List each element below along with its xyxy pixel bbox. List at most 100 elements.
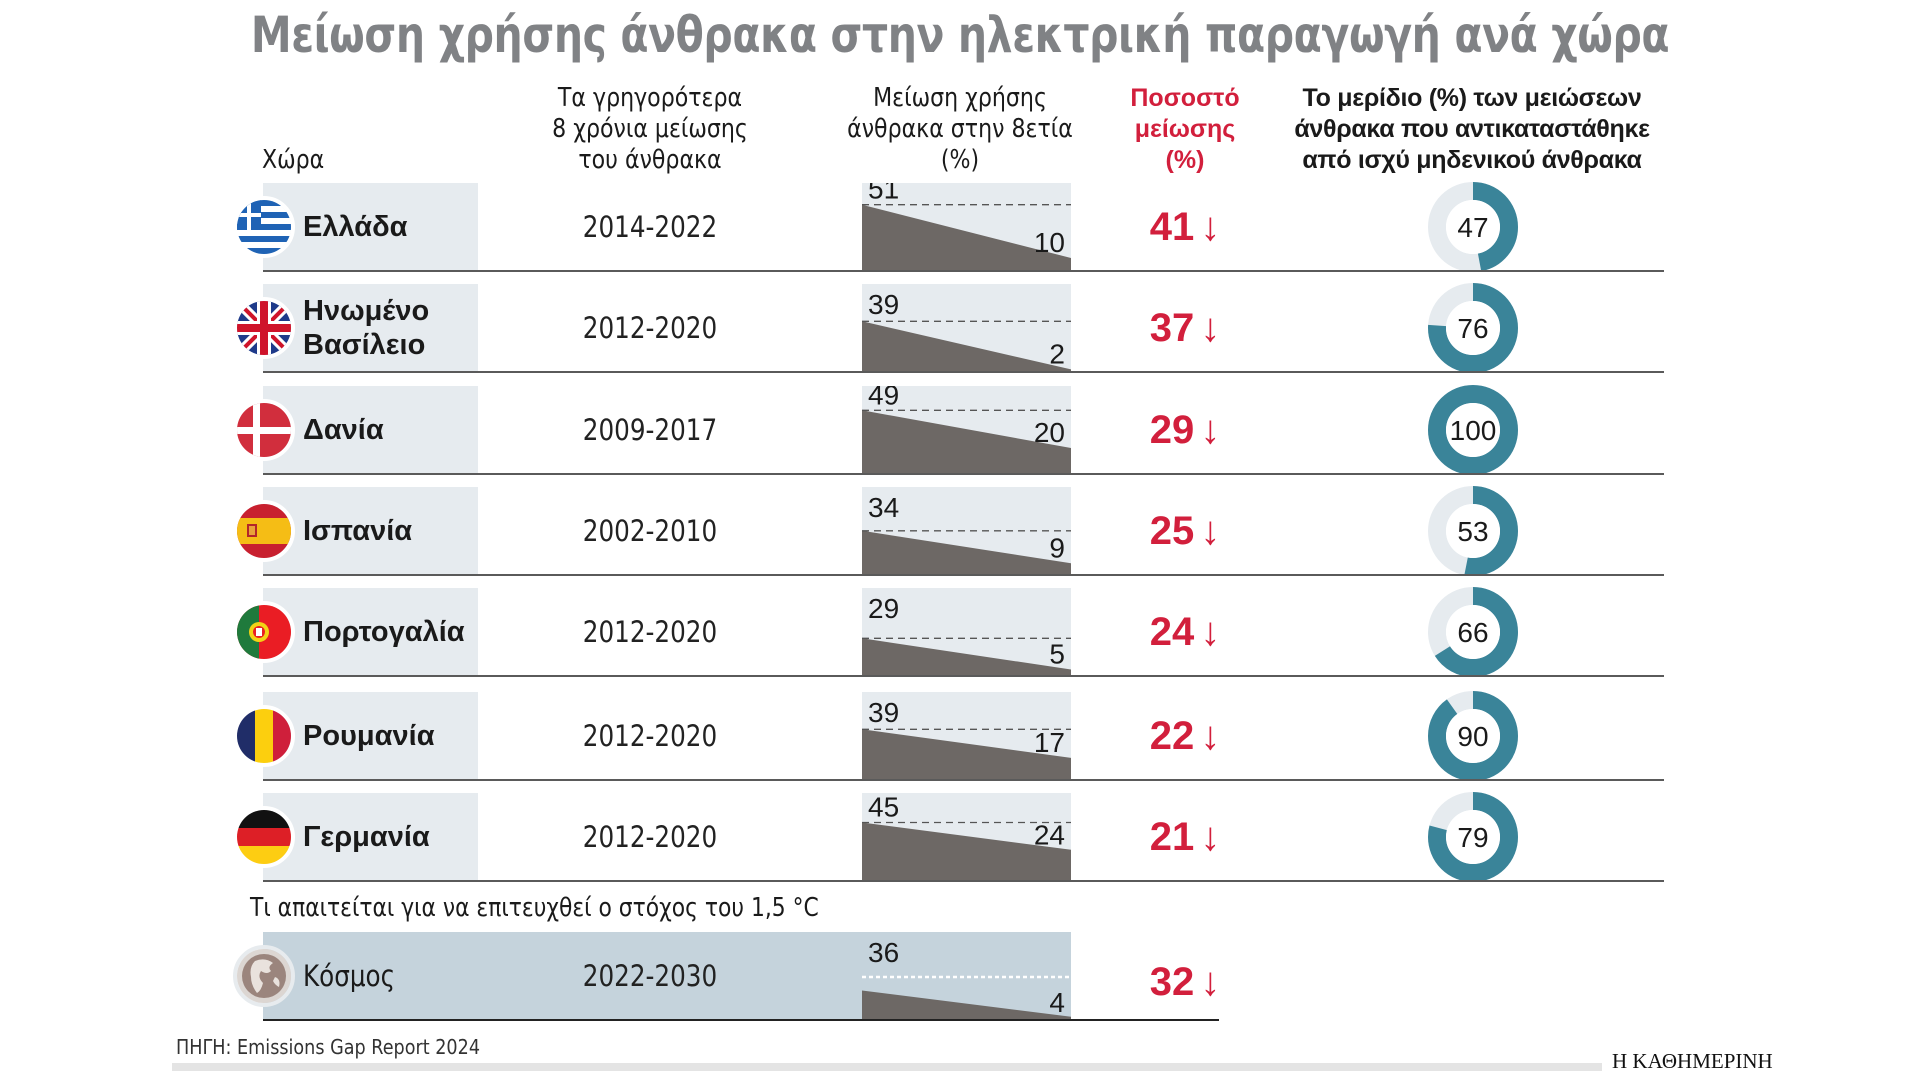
header-decline: Μείωση χρήσης άνθρακα στην 8ετία (%): [824, 83, 1096, 176]
share-donut: 47: [1427, 181, 1519, 273]
donut-arc: [1428, 385, 1518, 475]
table-row: Δανία 2009-2017 49 20 29 ↓ 100: [0, 384, 1920, 487]
donut-hole: [1446, 200, 1500, 254]
decline-area: [862, 204, 1071, 271]
reduction-number: 22: [1149, 713, 1195, 758]
header-reduction-line: Ποσοστό: [1130, 84, 1240, 112]
decline-mini-chart: 51 10: [862, 183, 1071, 271]
table-row: Ελλάδα 2014-2022 51 10 41 ↓ 47: [0, 181, 1920, 284]
start-value-label: 45: [868, 793, 899, 823]
donut-value-label: 47: [1457, 212, 1488, 243]
arrow-down-icon: ↓: [1200, 204, 1221, 249]
table-row: Γερμανία 2012-2020 45 24 21 ↓ 79: [0, 791, 1920, 894]
arrow-down-icon: ↓: [1200, 814, 1221, 859]
reduction-number: 37: [1149, 305, 1195, 350]
reduction-value: 32 ↓: [1110, 938, 1260, 1026]
header-period-line: 8 χρόνια μείωσης: [552, 114, 748, 144]
arrow-down-icon: ↓: [1200, 609, 1221, 654]
share-donut: 90: [1427, 690, 1519, 782]
donut-hole: [1446, 709, 1500, 763]
share-donut: 79: [1427, 791, 1519, 883]
donut-hole: [1446, 810, 1500, 864]
donut-value-label: 79: [1457, 822, 1488, 853]
period-label: 2012-2020: [582, 311, 718, 345]
country-band: [263, 284, 478, 372]
decline-area: [862, 822, 1071, 881]
share-donut: 66: [1427, 586, 1519, 678]
decline-area: [862, 530, 1071, 575]
start-value-label: 36: [868, 937, 899, 968]
arrow-down-icon: ↓: [1200, 713, 1221, 758]
header-decline-line: άνθρακα στην 8ετία: [847, 114, 1073, 144]
country-band: [263, 588, 478, 676]
decline-area: [862, 729, 1071, 780]
reduction-value: 24 ↓: [1110, 588, 1260, 676]
start-value-label: 39: [868, 289, 899, 320]
table-row: Ρουμανία 2012-2020 39 17 22 ↓ 90: [0, 690, 1920, 793]
country-band: [263, 793, 478, 881]
row-separator: [263, 574, 1664, 576]
chart-title: Μείωση χρήσης άνθρακα στην ηλεκτρική παρ…: [250, 6, 1670, 64]
country-band: [263, 692, 478, 780]
donut-hole: [1446, 403, 1500, 457]
country-name: Ισπανία: [303, 515, 413, 547]
arrow-down-icon: ↓: [1200, 407, 1221, 452]
table-row: Ισπανία 2002-2010 34 9 25 ↓ 53: [0, 486, 1920, 588]
header-period-line: του άνθρακα: [578, 145, 722, 175]
donut-value-label: 100: [1450, 415, 1497, 446]
share-donut: 100: [1427, 384, 1519, 476]
period-label: 2009-2017: [582, 413, 718, 447]
reduction-value: 21 ↓: [1110, 793, 1260, 881]
header-reduction-line: (%): [1165, 146, 1205, 174]
end-value-label: 20: [1034, 417, 1065, 448]
world-row: Κόσμος 2022-2030 36 4 32 ↓: [0, 932, 1920, 1033]
header-share-line: από ισχύ μηδενικού άνθρακα: [1302, 146, 1642, 174]
decline-area: [862, 321, 1071, 372]
arrow-down-icon: ↓: [1200, 508, 1221, 553]
header-period: Τα γρηγορότερα 8 χρόνια μείωσης του άνθρ…: [523, 83, 778, 176]
row-separator: [263, 880, 1664, 882]
country-name: Ελλάδα: [303, 211, 408, 243]
header-share-line: Το μερίδιο (%) των μειώσεων: [1302, 84, 1642, 112]
end-value-label: 10: [1034, 227, 1065, 258]
donut-arc: [1428, 486, 1518, 576]
arrow-down-icon: ↓: [1200, 305, 1221, 350]
reduction-number: 25: [1149, 508, 1195, 553]
brand-logo: Η ΚΑΘΗΜΕΡΙΝΗ: [1612, 1049, 1773, 1073]
decline-area: [862, 990, 1071, 1020]
decline-mini-chart: 36 4: [862, 932, 1071, 1020]
row-separator: [263, 371, 1664, 373]
end-value-label: 24: [1034, 820, 1065, 851]
donut-hole: [1446, 504, 1500, 558]
reduction-value: 25 ↓: [1110, 487, 1260, 575]
donut-arc: [1428, 182, 1518, 272]
denmark-flag-icon: [233, 399, 295, 461]
table-row: Ηνωμένο Βασίλειο 2012-2020 39 2 37 ↓ 76: [0, 283, 1920, 385]
decline-area: [862, 638, 1071, 676]
donut-hole: [1446, 605, 1500, 659]
decline-mini-chart: 29 5: [862, 588, 1071, 676]
header-decline-line: (%): [940, 145, 980, 175]
country-name: Δανία: [303, 414, 384, 446]
germany-flag-icon: [233, 806, 295, 868]
header-country: Χώρα: [262, 145, 325, 175]
country-name: Κόσμος: [303, 959, 396, 993]
donut-arc: [1428, 792, 1518, 882]
period-label: 2012-2020: [582, 820, 718, 854]
country-band: [263, 487, 478, 575]
period-label: 2022-2030: [582, 959, 718, 993]
end-value-label: 9: [1049, 532, 1065, 563]
country-name: Γερμανία: [303, 821, 430, 853]
world-subtitle: Τι απαιτείται για να επιτευχθεί ο στόχος…: [250, 893, 819, 923]
start-value-label: 29: [868, 593, 899, 624]
row-separator: [263, 473, 1664, 475]
donut-value-label: 90: [1457, 721, 1488, 752]
portugal-flag-icon: [233, 601, 295, 663]
spain-flag-icon: [233, 500, 295, 562]
donut-value-label: 53: [1457, 516, 1488, 547]
row-separator: [263, 1019, 1219, 1021]
uk-flag-icon: [233, 297, 295, 359]
country-name: Ρουμανία: [303, 720, 435, 752]
header-decline-line: Μείωση χρήσης: [873, 83, 1047, 113]
reduction-value: 37 ↓: [1110, 284, 1260, 372]
